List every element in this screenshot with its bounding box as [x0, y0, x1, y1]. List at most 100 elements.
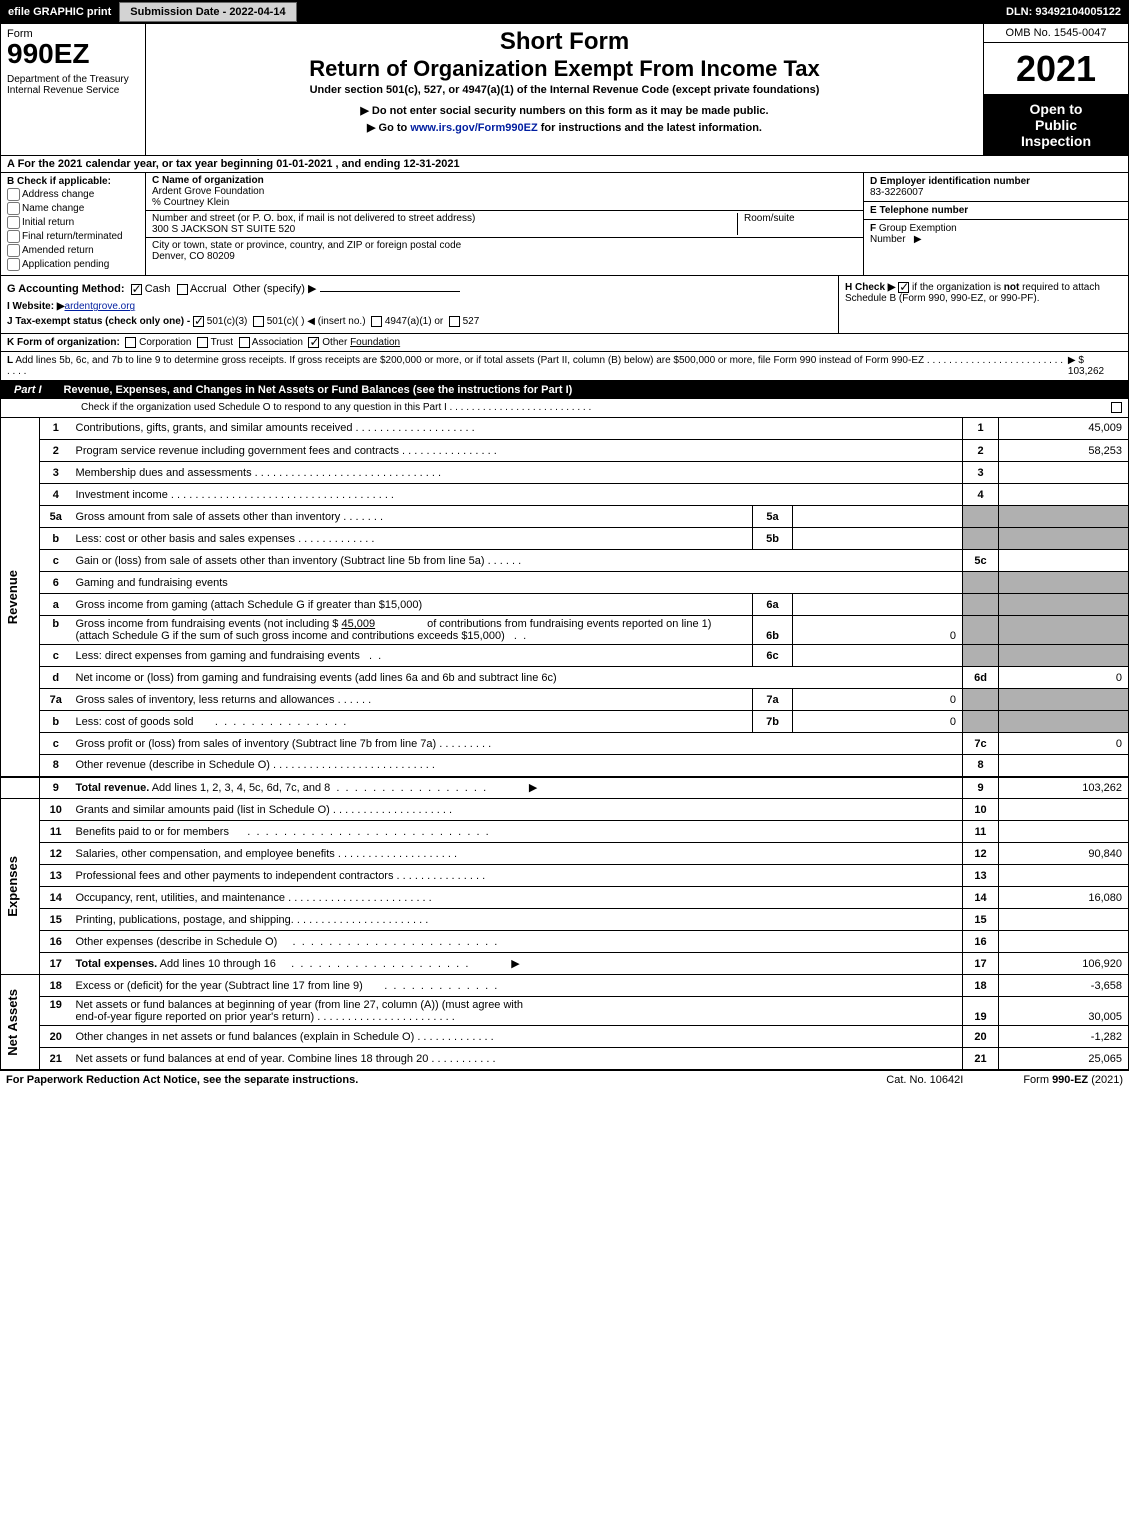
table-row: 15 Printing, publications, postage, and …	[1, 909, 1129, 931]
street-address: 300 S JACKSON ST SUITE 520	[152, 224, 295, 235]
chk-application-pending-box[interactable]	[7, 258, 20, 271]
table-row: 21 Net assets or fund balances at end of…	[1, 1048, 1129, 1070]
table-row: 17 Total expenses. Add lines 10 through …	[1, 953, 1129, 975]
footer-cat-no: Cat. No. 10642I	[886, 1074, 963, 1086]
table-row: 14 Occupancy, rent, utilities, and maint…	[1, 887, 1129, 909]
line-21-value: 25,065	[999, 1048, 1129, 1070]
part-1-title: Revenue, Expenses, and Changes in Net As…	[56, 381, 1129, 399]
form-title-block: Short Form Return of Organization Exempt…	[146, 24, 983, 155]
line-6a-value	[793, 594, 963, 616]
department-label: Department of the TreasuryInternal Reven…	[7, 74, 139, 96]
accounting-method: G Accounting Method: Cash Accrual Other …	[7, 282, 832, 295]
line-8-value	[999, 755, 1129, 777]
section-d-ein: D Employer identification number 83-3226…	[864, 173, 1128, 202]
line-17-value: 106,920	[999, 953, 1129, 975]
section-c-org-info: C Name of organization Ardent Grove Foun…	[146, 173, 863, 275]
table-row: 20 Other changes in net assets or fund b…	[1, 1026, 1129, 1048]
city-state-zip: Denver, CO 80209	[152, 251, 235, 262]
table-row: c Gain or (loss) from sale of assets oth…	[1, 550, 1129, 572]
chk-accrual[interactable]	[177, 284, 188, 295]
chk-527[interactable]	[449, 316, 460, 327]
section-ghij: G Accounting Method: Cash Accrual Other …	[0, 276, 1129, 334]
line-5b-value	[793, 528, 963, 550]
chk-501c3[interactable]	[193, 316, 204, 327]
table-row: d Net income or (loss) from gaming and f…	[1, 667, 1129, 689]
submission-date: Submission Date - 2022-04-14	[119, 2, 296, 22]
form-meta-block: OMB No. 1545-0047 2021 Open toPublicInsp…	[983, 24, 1128, 155]
row-k-org-form: K Form of organization: Corporation Trus…	[0, 334, 1129, 352]
chk-initial-return[interactable]: Initial return	[7, 216, 139, 229]
page-footer: For Paperwork Reduction Act Notice, see …	[0, 1070, 1129, 1089]
chk-initial-return-box[interactable]	[7, 216, 20, 229]
chk-final-return[interactable]: Final return/terminated	[7, 230, 139, 243]
line-4-value	[999, 484, 1129, 506]
row-l-text: L Add lines 5b, 6c, and 7b to line 9 to …	[7, 355, 1068, 377]
chk-501c[interactable]	[253, 316, 264, 327]
line-16-value	[999, 931, 1129, 953]
table-row: b Less: cost or other basis and sales ex…	[1, 528, 1129, 550]
table-row: 9 Total revenue. Add lines 1, 2, 3, 4, 5…	[1, 777, 1129, 799]
chk-corporation[interactable]	[125, 337, 136, 348]
chk-association[interactable]	[239, 337, 250, 348]
table-row: a Gross income from gaming (attach Sched…	[1, 594, 1129, 616]
table-row: 4 Investment income . . . . . . . . . . …	[1, 484, 1129, 506]
tax-exempt-row: J Tax-exempt status (check only one) - 5…	[7, 316, 832, 327]
section-b-checkboxes: B Check if applicable: Address change Na…	[1, 173, 146, 275]
line-19-value: 30,005	[999, 997, 1129, 1026]
dln-number: DLN: 93492104005122	[1006, 6, 1129, 18]
chk-name-change[interactable]: Name change	[7, 202, 139, 215]
website-link[interactable]: ardentgrove.org	[65, 301, 136, 312]
chk-schedule-o[interactable]	[1111, 402, 1122, 413]
footer-paperwork-note: For Paperwork Reduction Act Notice, see …	[6, 1074, 358, 1086]
chk-name-change-box[interactable]	[7, 202, 20, 215]
other-method-input[interactable]	[320, 291, 460, 292]
part-1-label: Part I	[0, 381, 56, 399]
line-10-value	[999, 799, 1129, 821]
form-number: 990EZ	[7, 40, 139, 68]
section-e-phone: E Telephone number	[864, 202, 1128, 220]
row-l-gross-receipts: L Add lines 5b, 6c, and 7b to line 9 to …	[0, 352, 1129, 381]
chk-amended-return-box[interactable]	[7, 244, 20, 257]
section-h: H Check ▶ if the organization is not req…	[838, 276, 1128, 333]
line-13-value	[999, 865, 1129, 887]
section-f-group: F Group ExemptionNumber ▶	[864, 220, 1128, 248]
line-7b-value: 0	[793, 711, 963, 733]
line-6b-value: 0	[793, 616, 963, 645]
chk-amended-return[interactable]: Amended return	[7, 244, 139, 257]
efile-label[interactable]: efile GRAPHIC print	[0, 6, 119, 18]
ein-value: 83-3226007	[870, 187, 923, 198]
line-6c-value	[793, 645, 963, 667]
chk-final-return-box[interactable]	[7, 230, 20, 243]
line-6d-value: 0	[999, 667, 1129, 689]
line-2-value: 58,253	[999, 440, 1129, 462]
footer-form-ref: Form 990-EZ (2021)	[1023, 1074, 1123, 1086]
under-section-note: Under section 501(c), 527, or 4947(a)(1)…	[154, 84, 975, 96]
line-5c-value	[999, 550, 1129, 572]
chk-application-pending[interactable]: Application pending	[7, 258, 139, 271]
part-1-table: Revenue 1 Contributions, gifts, grants, …	[0, 418, 1129, 1071]
chk-address-change-box[interactable]	[7, 188, 20, 201]
expenses-side-label: Expenses	[1, 799, 40, 975]
care-of: % Courtney Klein	[152, 197, 229, 208]
street-label: Number and street (or P. O. box, if mail…	[152, 213, 737, 224]
chk-4947[interactable]	[371, 316, 382, 327]
line-18-value: -3,658	[999, 975, 1129, 997]
org-name-label: C Name of organization	[152, 175, 264, 186]
chk-trust[interactable]	[197, 337, 208, 348]
ssn-warning: ▶ Do not enter social security numbers o…	[154, 104, 975, 117]
table-row: 3 Membership dues and assessments . . . …	[1, 462, 1129, 484]
table-row: 19 Net assets or fund balances at beginn…	[1, 997, 1129, 1026]
irs-link[interactable]: www.irs.gov/Form990EZ	[410, 122, 537, 134]
table-row: 6 Gaming and fundraising events	[1, 572, 1129, 594]
goto-link[interactable]: ▶ Go to www.irs.gov/Form990EZ for instru…	[154, 121, 975, 134]
line-7a-value: 0	[793, 689, 963, 711]
website-row: I Website: ▶ardentgrove.org	[7, 301, 832, 312]
chk-cash[interactable]	[131, 284, 142, 295]
chk-address-change[interactable]: Address change	[7, 188, 139, 201]
other-org-value: Foundation	[350, 337, 400, 348]
chk-other-org[interactable]	[308, 337, 319, 348]
chk-schedule-b[interactable]	[898, 282, 909, 293]
line-15-value	[999, 909, 1129, 931]
table-row: c Less: direct expenses from gaming and …	[1, 645, 1129, 667]
gross-receipts-amount: ▶ $ 103,262	[1068, 355, 1122, 377]
